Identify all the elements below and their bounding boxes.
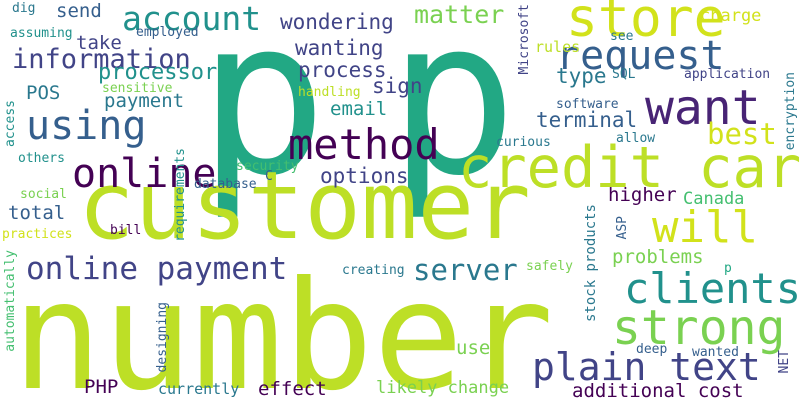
word-sensitive: sensitive xyxy=(102,81,173,96)
word-wanting: wanting xyxy=(295,36,384,60)
word-terminal: terminal xyxy=(536,108,638,132)
word-safely: safely xyxy=(526,259,573,274)
word-clients: clients xyxy=(624,264,800,313)
word-sql: SQL xyxy=(612,67,636,82)
word-plain-text: plain text xyxy=(532,345,761,389)
word-account: account xyxy=(122,0,262,38)
word-likely-change: likely change xyxy=(376,378,510,398)
word-automatically: automatically xyxy=(3,250,18,352)
word-microsoft: Microsoft xyxy=(517,4,532,75)
word-p-small: p xyxy=(724,261,732,276)
word-will: will xyxy=(652,202,758,253)
word-stock-products: stock products xyxy=(583,204,599,323)
word-email: email xyxy=(330,98,388,120)
word-access: access xyxy=(3,100,18,147)
word-use: use xyxy=(456,337,491,359)
word-online: online xyxy=(72,151,217,197)
word-c: C xyxy=(265,169,273,184)
word-charge: charge xyxy=(700,6,762,26)
word-p-second: p xyxy=(388,0,518,223)
word-process: process xyxy=(298,58,387,82)
word-number: number xyxy=(12,250,554,400)
word-see: see xyxy=(610,29,634,44)
word-options: options xyxy=(320,164,409,188)
word-deep: deep xyxy=(636,342,668,357)
word-wondering: wondering xyxy=(280,10,394,34)
word-online-payment: online payment xyxy=(26,251,288,287)
word-higher: higher xyxy=(608,184,677,206)
word-assuming: assuming xyxy=(10,26,73,41)
word-send: send xyxy=(56,0,102,22)
word-customer: customer xyxy=(78,152,531,261)
word-canada: Canada xyxy=(683,189,745,209)
word-sign: sign xyxy=(372,74,423,98)
word-designing: designing xyxy=(155,302,170,373)
word-curious: curious xyxy=(496,135,551,150)
word-store: store xyxy=(566,0,726,49)
word-application: application xyxy=(684,67,771,82)
word-processor: processor xyxy=(98,60,218,85)
word-rules: rules xyxy=(535,38,581,56)
word-wanted: wanted xyxy=(692,345,739,360)
word-p: p xyxy=(198,0,328,223)
word-type: type xyxy=(556,64,607,88)
word-dig: dig xyxy=(12,1,36,16)
word-matter: matter xyxy=(414,0,505,29)
word-practices: practices xyxy=(2,227,73,242)
word-using: using xyxy=(26,103,147,149)
word-request: request xyxy=(556,33,725,79)
word-social: social xyxy=(20,187,67,202)
word-handling: handling xyxy=(298,85,361,100)
word-server: server xyxy=(413,253,518,287)
word-requirements: requirements xyxy=(173,148,188,242)
word-information: information xyxy=(12,44,191,75)
word-effect: effect xyxy=(258,378,327,400)
word-encryption: encryption xyxy=(783,72,798,151)
word-database: database xyxy=(194,177,257,192)
word-take: take xyxy=(76,32,122,54)
word-want: want xyxy=(645,80,761,136)
word-method: method xyxy=(288,120,440,169)
word-payment: payment xyxy=(104,90,185,112)
word-asp: ASP xyxy=(615,216,630,240)
word-php: PHP xyxy=(84,376,119,398)
word-employed: employed xyxy=(136,25,199,40)
word-allow: allow xyxy=(616,131,656,146)
word-problems: problems xyxy=(612,246,704,268)
word-best: best xyxy=(707,117,777,151)
word-strong: strong xyxy=(612,300,786,356)
word-additional-cost: additional cost xyxy=(572,380,744,400)
word-creating: creating xyxy=(342,263,405,278)
word-currently: currently xyxy=(158,380,240,398)
word-pos: POS xyxy=(26,82,61,104)
word-bill: bill xyxy=(110,223,142,238)
word-total: total xyxy=(8,202,66,224)
word-others: others xyxy=(18,151,65,166)
word-net: NET xyxy=(777,350,792,374)
word-credit-card: credit card xyxy=(458,135,800,201)
word-software: software xyxy=(556,97,619,112)
word-security: security xyxy=(236,159,299,174)
